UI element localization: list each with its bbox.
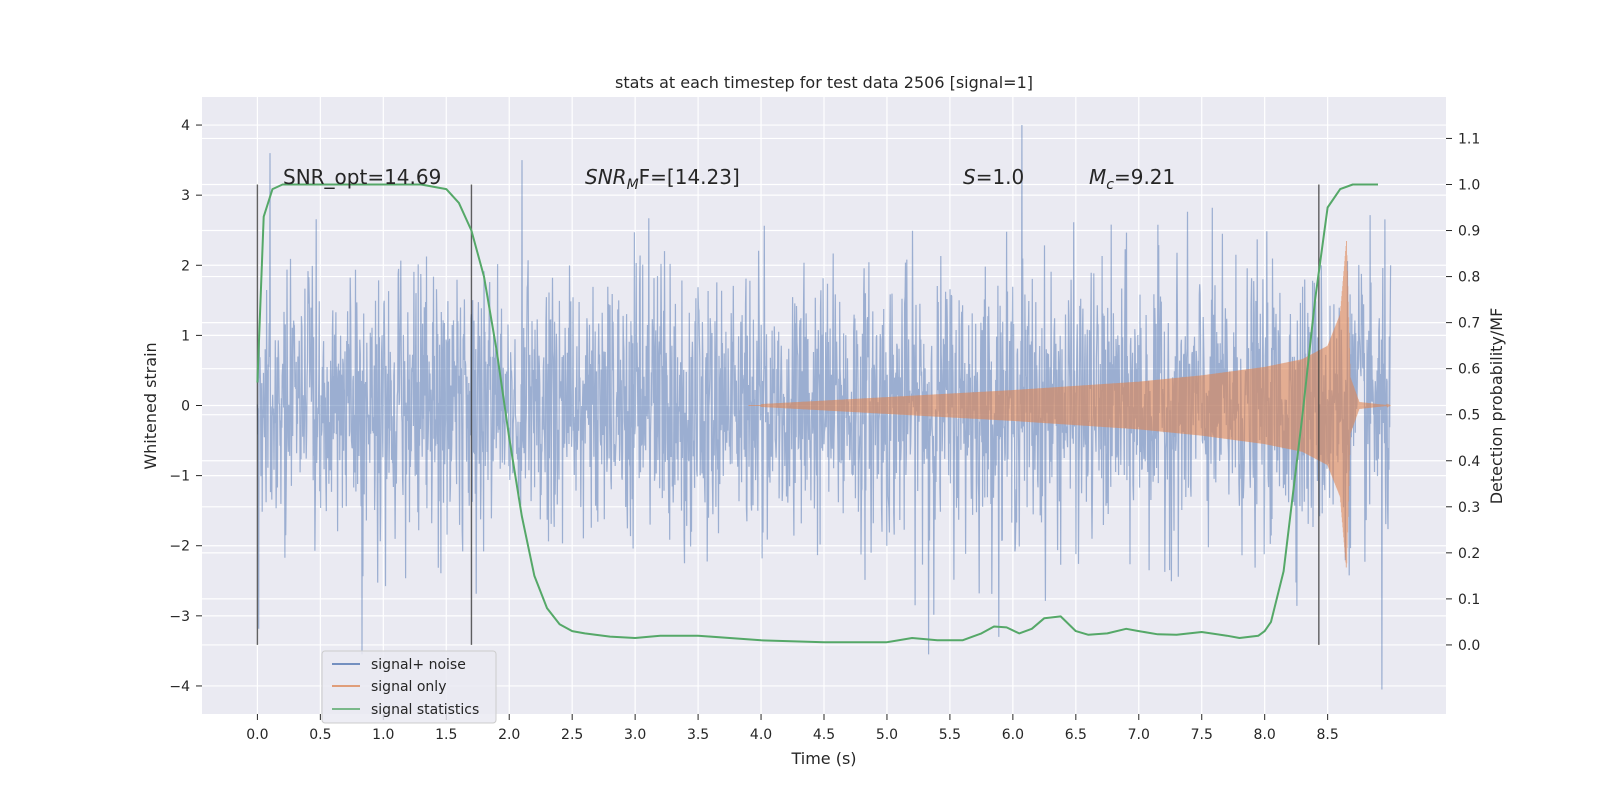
y-tick-label: 4 (181, 118, 190, 134)
y-axis-ticks: 4 3 2 1 0 −1 −2 −3 −4 (169, 118, 202, 695)
legend-box (321, 650, 497, 724)
x-tick-label: 2.5 (561, 727, 583, 743)
signal-statistics-line (256, 183, 1378, 644)
y2-tick-label: 0.3 (1458, 500, 1480, 516)
y-tick-label: −4 (169, 679, 190, 695)
vertical-markers (256, 184, 1320, 645)
x-tick-label: 8.0 (1254, 727, 1276, 743)
series-signal-only (748, 240, 1391, 568)
y-tick-label: 1 (181, 328, 190, 344)
y-tick-label: 0 (181, 399, 190, 415)
y2-tick-label: 0.6 (1458, 362, 1480, 378)
x-tick-label: 3.0 (624, 727, 646, 743)
x-tick-label: 6.5 (1065, 727, 1087, 743)
x-tick-label: 7.5 (1191, 727, 1213, 743)
annotation-chirp-mass: Mc=9.21 (1089, 165, 1175, 193)
y2-tick-label: 0.4 (1458, 454, 1480, 470)
annotation-snr-mf-rest: F=[14.23] (639, 165, 740, 189)
x-tick-label: 8.5 (1317, 727, 1339, 743)
legend-label-signal-statistics: signal statistics (371, 702, 479, 718)
x-tick-label: 5.0 (876, 727, 898, 743)
x-tick-label: 1.5 (435, 727, 457, 743)
chart-title: stats at each timestep for test data 250… (615, 73, 1033, 92)
annotation-s-stat: S=1.0 (963, 165, 1024, 189)
x-tick-label: 7.0 (1128, 727, 1150, 743)
legend-label-signal-only: signal only (371, 679, 446, 695)
y2-tick-label: 0.5 (1458, 408, 1480, 424)
y2-axis-label: Detection probability/MF (1487, 308, 1506, 505)
x-tick-label: 0.0 (246, 727, 268, 743)
annotation-s-stat-base: S (963, 165, 976, 189)
y-tick-label: 3 (181, 188, 190, 204)
annotation-mc-sub: c (1106, 177, 1114, 193)
x-tick-label: 0.5 (309, 727, 331, 743)
x-tick-label: 4.0 (750, 727, 772, 743)
y2-tick-label: 0.8 (1458, 270, 1480, 286)
annotation-snr-opt: SNR_opt=14.69 (283, 165, 441, 189)
annotation-mc-base: M (1089, 165, 1106, 189)
x-axis-label: Time (s) (790, 749, 856, 768)
x-axis-ticks: 0.0 0.5 1.0 1.5 2.0 2.5 3.0 3.5 4.0 4.5 5.0 5.5 6.0 6… (246, 714, 1339, 743)
y2-tick-label: 1.1 (1458, 131, 1480, 147)
y-tick-label: −3 (169, 609, 190, 625)
x-tick-label: 4.5 (813, 727, 835, 743)
x-tick-label: 3.5 (687, 727, 709, 743)
series-signal-statistics (256, 183, 1378, 644)
annotation-mc-rest: =9.21 (1114, 165, 1175, 189)
y2-axis-ticks: 1.1 1.0 0.9 0.8 0.7 0.6 0.5 0.4 0.3 0.2 0.1 0.0 (1446, 131, 1480, 654)
legend-label-signal-noise: signal+ noise (371, 657, 466, 673)
x-tick-label: 5.5 (939, 727, 961, 743)
legend: signal+ noise signal only signal statist… (321, 650, 497, 724)
y2-tick-label: 0.9 (1458, 224, 1480, 240)
annotation-snr-mf-base: SNR (585, 165, 627, 189)
y2-tick-label: 0.1 (1458, 592, 1480, 608)
y2-tick-label: 0.2 (1458, 546, 1480, 562)
signal-only-line (748, 240, 1391, 568)
y2-tick-label: 0.0 (1458, 638, 1480, 654)
y-tick-label: 2 (181, 258, 190, 274)
y-tick-label: −2 (169, 539, 190, 555)
annotation-snr-mf: SNRMF=[14.23] (585, 165, 740, 193)
annotation-snr-mf-sub: M (627, 177, 639, 193)
y-axis-label: Whitened strain (141, 342, 160, 469)
y-tick-label: −1 (169, 469, 190, 485)
annotation-s-stat-rest: =1.0 (976, 165, 1025, 189)
x-tick-label: 6.0 (1002, 727, 1024, 743)
x-tick-label: 1.0 (372, 727, 394, 743)
y2-tick-label: 0.7 (1458, 316, 1480, 332)
y2-tick-label: 1.0 (1458, 177, 1480, 193)
x-tick-label: 2.0 (498, 727, 520, 743)
